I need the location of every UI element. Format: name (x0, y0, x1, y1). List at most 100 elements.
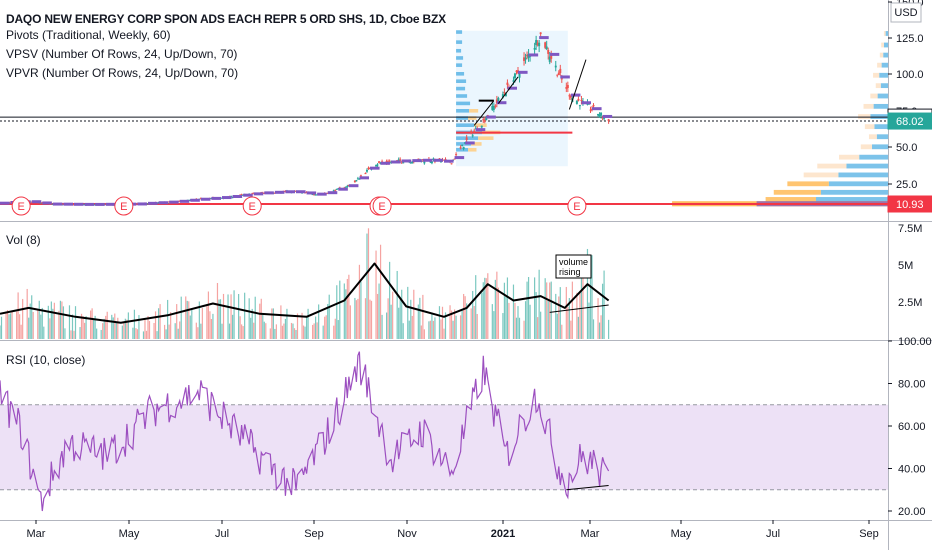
volume-bar (49, 318, 51, 339)
vpsv-bar (471, 142, 482, 146)
volume-bar (577, 316, 580, 339)
price-tag-label: 68.02 (896, 116, 924, 128)
volume-bar (441, 306, 444, 339)
volume-bar (0, 325, 1, 339)
volume-bar (337, 320, 339, 339)
volume-axis-label: 7.5M (898, 223, 922, 235)
vpsv-bar (468, 147, 477, 152)
vpsv-bar (456, 109, 470, 113)
volume-bar (443, 328, 445, 339)
volume-bar (16, 311, 18, 339)
candle-body (480, 125, 483, 128)
candle-body (494, 105, 497, 107)
indicator-vpsv-label[interactable]: VPSV (Number Of Rows, 24, Up/Down, 70) (6, 47, 238, 61)
volume-bar (367, 228, 370, 339)
vpsv-bar (469, 109, 479, 113)
vpvr-bar (773, 189, 821, 195)
rsi-pane-label[interactable]: RSI (10, close) (6, 353, 86, 367)
volume-bar (73, 330, 75, 339)
volume-bar (52, 308, 54, 339)
earnings-marker[interactable] (372, 196, 392, 216)
earnings-marker[interactable] (114, 196, 134, 216)
time-axis[interactable]: Mar May Jul Sep Nov 2021 Mar May Jul Sep (27, 520, 879, 540)
earnings-marker[interactable] (11, 196, 31, 216)
vpvr-bar (864, 124, 875, 130)
candle-body (367, 167, 370, 169)
volume-bar (558, 296, 560, 339)
candle-body (444, 158, 447, 160)
earnings-marker[interactable] (242, 196, 262, 216)
volume-bar (386, 312, 388, 339)
vpvr-bar (858, 114, 871, 119)
candle-body (556, 74, 559, 76)
volume-bar (512, 284, 515, 339)
volume-bar (238, 293, 240, 339)
volume-bar (132, 327, 134, 339)
volume-bar (22, 298, 24, 339)
volume-bar (156, 331, 158, 339)
volume-bar (579, 290, 581, 339)
volume-bar (179, 321, 181, 339)
volume-bar (413, 289, 415, 339)
volume-bar (136, 329, 139, 339)
vpvr-bar (875, 83, 881, 89)
price-axis-label: 25.0 (896, 179, 917, 191)
indicator-pivots-label[interactable]: Pivots (Traditional, Weekly, 60) (6, 28, 171, 42)
candle-body (485, 118, 488, 121)
volume-bar (133, 309, 136, 339)
candle-body (535, 40, 538, 46)
rsi-axis-label: 60.00 (898, 421, 926, 433)
volume-bar (432, 320, 435, 339)
vpvr-bar (880, 83, 888, 89)
currency-box[interactable] (890, 2, 922, 23)
candle-body (402, 162, 405, 164)
candle-body (471, 135, 474, 137)
volume-bar (484, 277, 486, 339)
volume-bar (153, 322, 155, 339)
volume-bar (423, 329, 425, 339)
volume-bar (526, 281, 528, 339)
volume-bar (517, 306, 519, 339)
vpvr-bar (859, 154, 888, 160)
candle-body (346, 185, 349, 187)
vpvr-bar (820, 189, 888, 195)
vpvr-bar (817, 163, 847, 169)
currency-label[interactable]: USD (894, 7, 917, 19)
volume-bar (565, 286, 567, 339)
volume-bar (281, 325, 284, 339)
candle-body (575, 100, 578, 104)
volume-bar (506, 277, 509, 339)
candle-body (455, 154, 458, 156)
volume-axis-label: 2.5M (898, 297, 922, 309)
volume-bar (322, 325, 324, 339)
volume-bar (496, 271, 498, 339)
candle-body (399, 159, 402, 161)
vpvr-bar (884, 42, 888, 48)
volume-bar (466, 303, 468, 339)
volume-bar (410, 299, 412, 339)
price-pane[interactable]: EEEEEE (0, 30, 888, 216)
indicator-vpvr-label[interactable]: VPVR (Number Of Rows, 24, Up/Down, 70) (6, 66, 239, 80)
earnings-marker[interactable] (567, 196, 587, 216)
volume-bar (463, 293, 465, 339)
volume-bar (20, 324, 22, 339)
rsi-axis-label: 100.00 (898, 336, 932, 348)
volume-bar (50, 301, 52, 339)
candle-body (533, 47, 536, 50)
volume-bar (523, 320, 525, 339)
rsi-axis-label: 80.00 (898, 379, 926, 391)
vpvr-bar (879, 52, 884, 58)
price-axis[interactable]: 25.050.075.0100.0125.0150.0USD70.7768.02… (887, 0, 932, 518)
volume-bar (529, 304, 531, 339)
volume-bar (198, 301, 200, 339)
candle-body (526, 55, 529, 57)
volume-pane-label[interactable]: Vol (8) (6, 233, 41, 247)
rsi-pane[interactable] (0, 351, 888, 512)
candle-body (453, 158, 456, 160)
volume-bar (221, 323, 223, 339)
volume-bar (290, 322, 293, 339)
volume-bar (260, 298, 262, 339)
candle-body (450, 163, 453, 165)
